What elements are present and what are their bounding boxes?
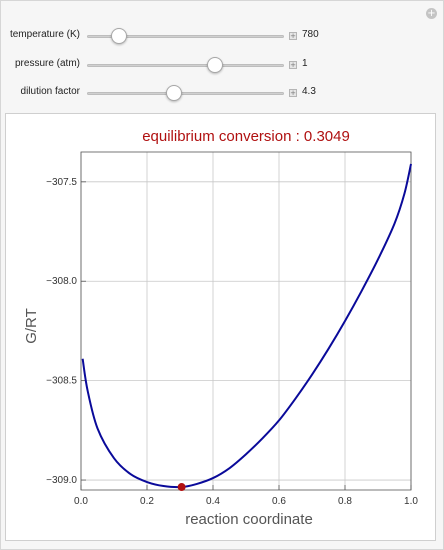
y-tick-label: −308.0: [46, 276, 77, 287]
x-tick-label: 1.0: [404, 496, 418, 507]
y-axis-label: G/RT: [23, 308, 40, 344]
x-tick-label: 0.8: [338, 496, 352, 507]
y-tick-label: −308.5: [46, 376, 77, 387]
dilution-plus-icon[interactable]: +: [289, 89, 297, 97]
equilibrium-point: [177, 483, 186, 492]
y-tick-label: −309.0: [46, 475, 77, 486]
pressure-plus-icon[interactable]: +: [289, 61, 297, 69]
dilution-value: 4.3: [302, 86, 316, 97]
conversion-chart: equilibrium conversion : 0.3049 0.0 0.2 0.…: [23, 128, 418, 528]
temperature-control: temperature (K) + 780: [0, 26, 444, 46]
pressure-slider-thumb[interactable]: [207, 57, 224, 73]
x-tick-label: 0.6: [272, 496, 286, 507]
temperature-label: temperature (K): [9, 29, 80, 40]
pressure-slider-track[interactable]: [87, 64, 284, 67]
pressure-control: pressure (atm) + 1: [0, 55, 444, 75]
x-axis-label: reaction coordinate: [185, 511, 313, 528]
chart-title: equilibrium conversion : 0.3049: [142, 128, 350, 145]
plot-panel: equilibrium conversion : 0.3049 0.0 0.2 0.…: [5, 113, 436, 541]
temperature-plus-icon[interactable]: +: [289, 32, 297, 40]
dilution-label: dilution factor: [20, 86, 80, 97]
temperature-slider-thumb[interactable]: [110, 28, 127, 44]
temperature-slider-track[interactable]: [87, 35, 284, 38]
dilution-slider-track[interactable]: [87, 92, 284, 95]
dilution-slider-thumb[interactable]: [165, 85, 182, 101]
plot-frame: [80, 151, 412, 491]
x-tick-label: 0.4: [206, 496, 220, 507]
x-tick-label: 0.2: [140, 496, 154, 507]
pressure-value: 1: [302, 58, 308, 69]
gibbs-curve: [81, 163, 412, 489]
temperature-value: 780: [302, 29, 319, 40]
pressure-label: pressure (atm): [14, 58, 80, 69]
y-tick-label: −307.5: [46, 177, 77, 188]
x-tick-label: 0.0: [74, 496, 88, 507]
plus-icon[interactable]: +: [426, 8, 437, 19]
dilution-control: dilution factor + 4.3: [0, 83, 444, 103]
